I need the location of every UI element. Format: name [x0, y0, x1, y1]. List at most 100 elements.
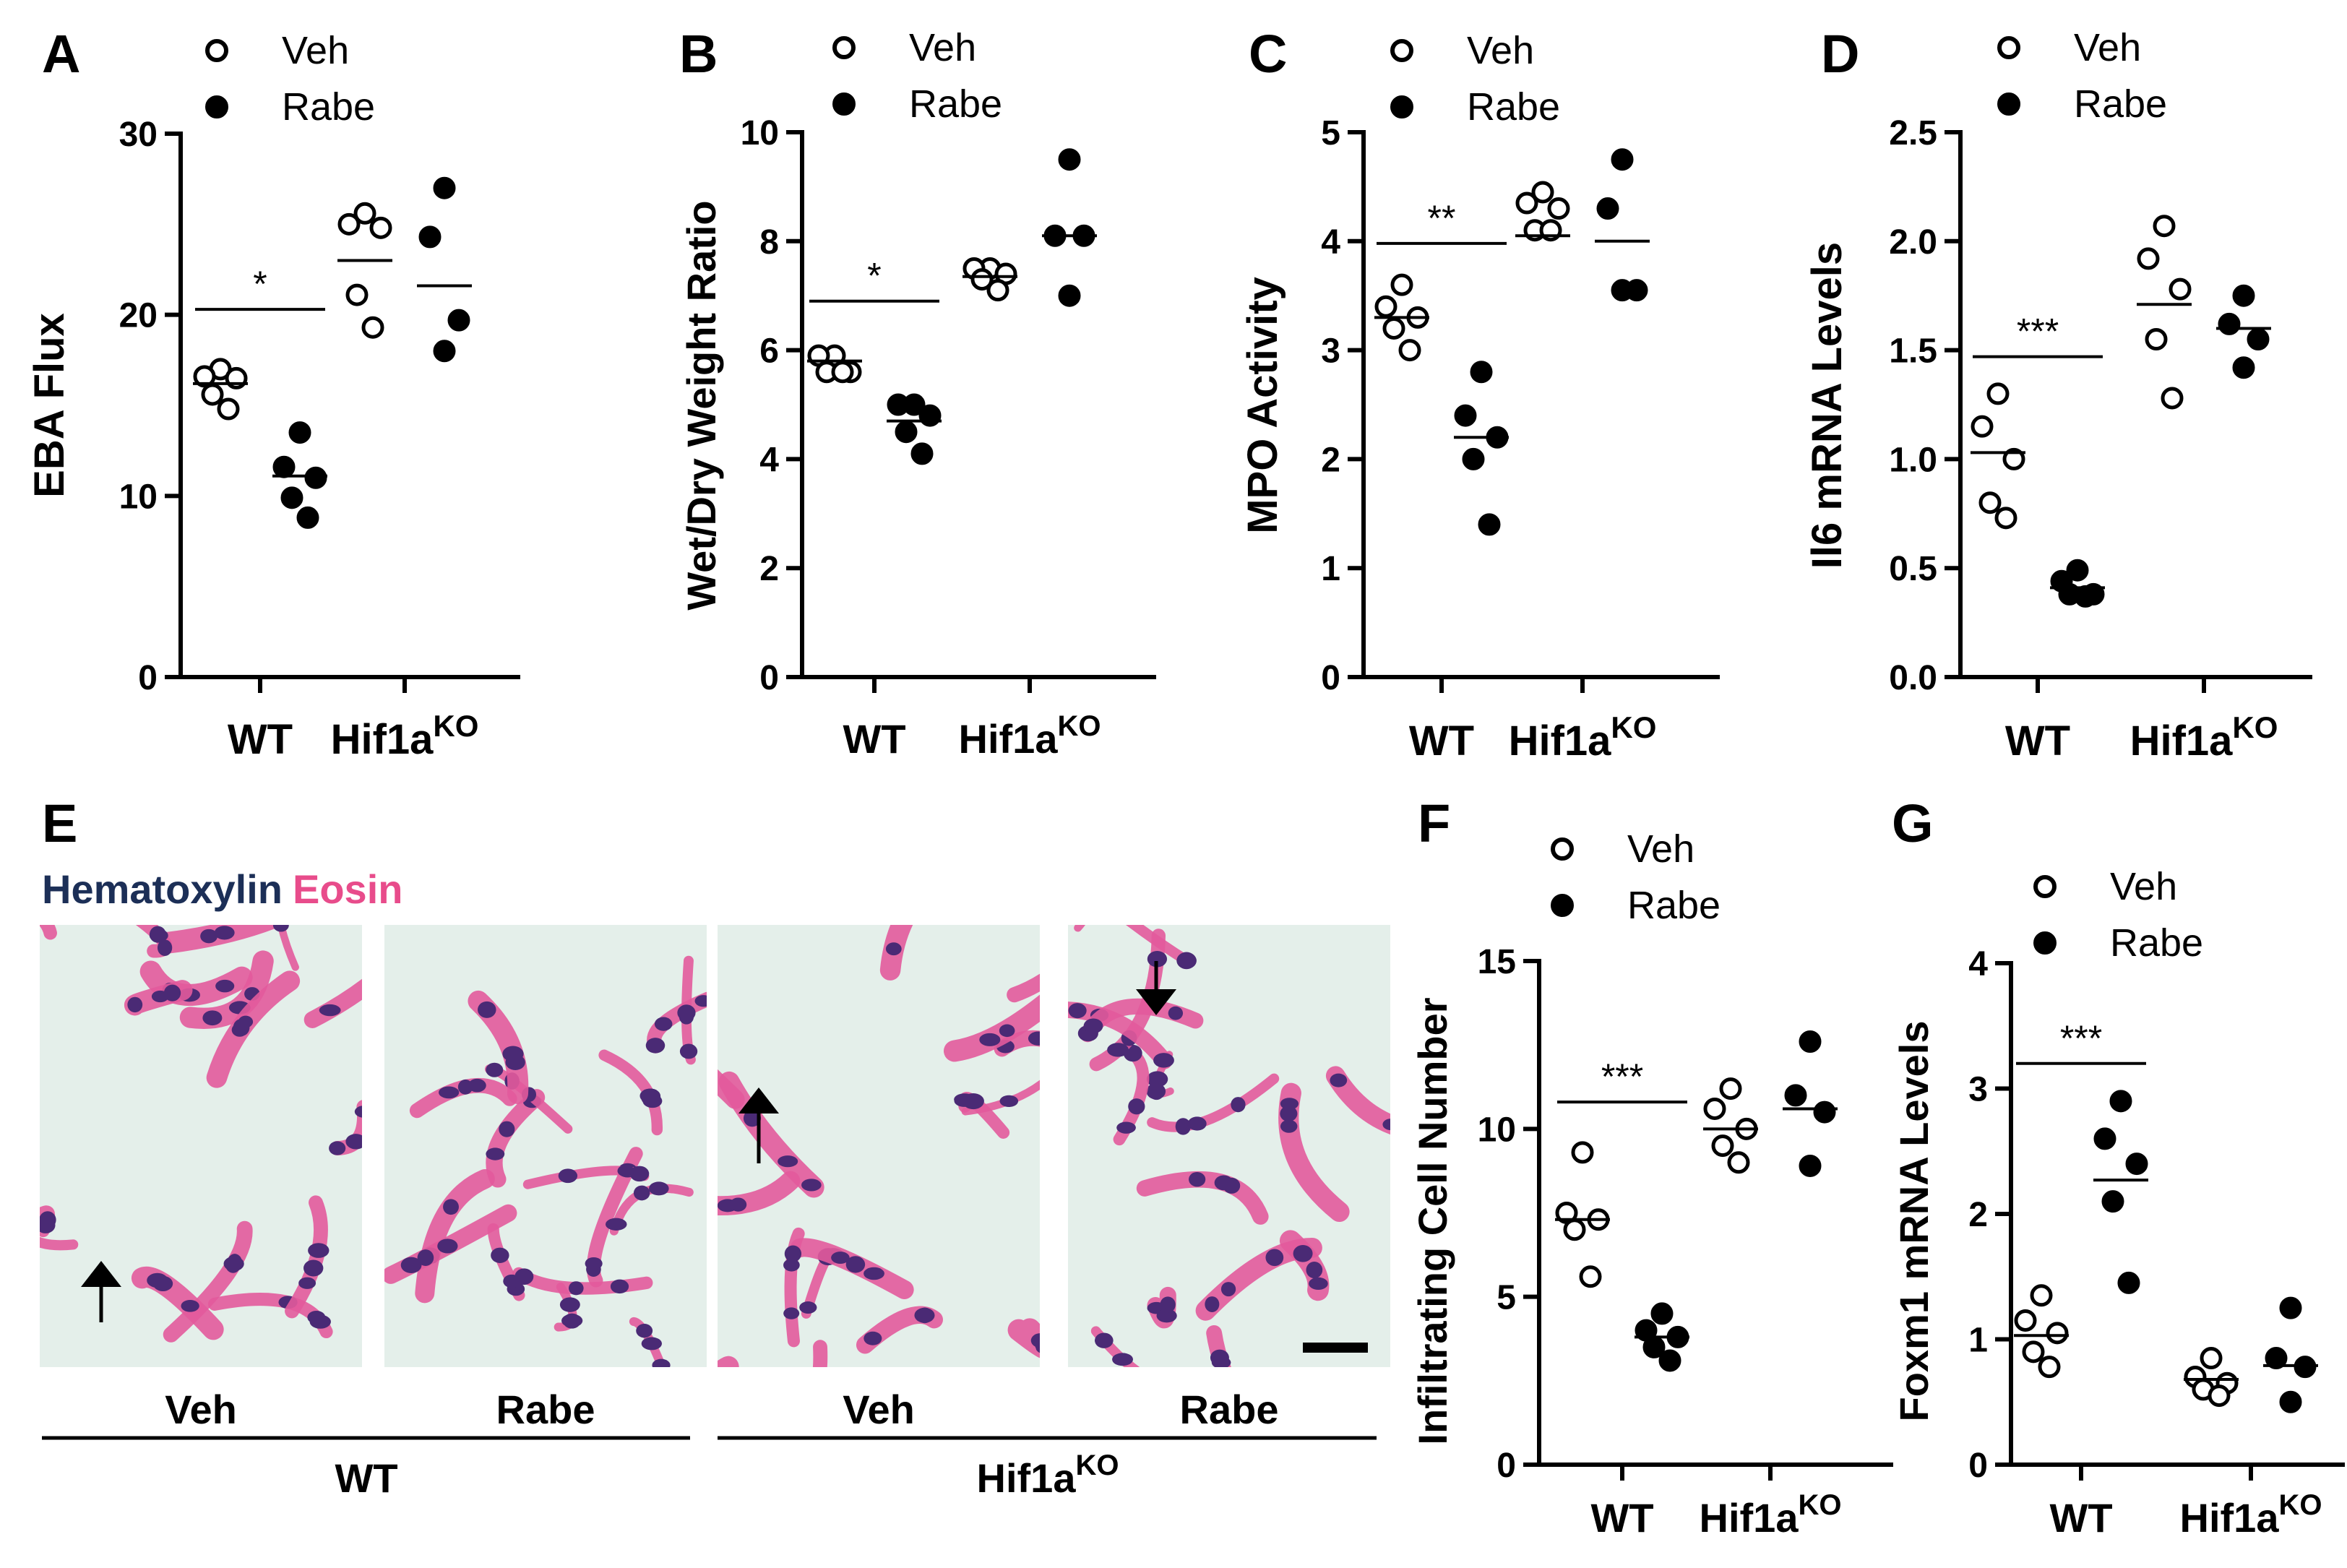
series-hif1ako-veh — [337, 202, 392, 339]
data-point — [1813, 1100, 1836, 1124]
y-tick-label: 3 — [1968, 1071, 1988, 1109]
data-point — [2161, 387, 2184, 410]
data-point — [910, 442, 934, 465]
nucleus — [10, 1204, 27, 1216]
image-label: Rabe — [496, 1387, 595, 1432]
data-point — [2218, 312, 2241, 335]
nucleus — [307, 1310, 326, 1324]
eosin-strand — [40, 925, 57, 940]
panel-letter: C — [1249, 24, 1287, 84]
data-point — [1398, 339, 1421, 362]
series-hif1ako-rabe — [417, 176, 472, 363]
nucleus — [804, 1381, 821, 1394]
nucleus — [1146, 1083, 1166, 1100]
y-tick-label: 10 — [119, 478, 158, 516]
nucleus — [610, 1279, 629, 1294]
x-group-label: Hif1aKO — [1700, 1489, 1842, 1541]
nucleus — [12, 1223, 30, 1236]
nucleus — [715, 1377, 736, 1390]
data-point — [1971, 415, 1994, 438]
legend-label: Rabe — [1467, 85, 1560, 129]
nucleus — [1068, 1003, 1087, 1019]
data-point — [1727, 1151, 1750, 1174]
data-point — [2046, 1322, 2069, 1345]
y-tick-label: 2 — [1321, 441, 1340, 479]
data-point — [433, 176, 456, 199]
nucleus — [1189, 1171, 1206, 1187]
eosin-strand — [40, 1236, 79, 1251]
nucleus — [641, 1337, 662, 1351]
nucleus — [1231, 1097, 1246, 1113]
data-point — [2014, 1309, 2037, 1332]
nucleus — [645, 1038, 666, 1054]
y-tick-label: 0.0 — [1889, 659, 1937, 697]
nucleus — [270, 837, 289, 849]
x-group-label-sup: KO — [1057, 710, 1101, 742]
data-point — [1515, 191, 1538, 215]
data-point — [2247, 328, 2270, 351]
legend-label: Veh — [282, 29, 349, 72]
nucleus — [784, 1245, 802, 1262]
nucleus — [1176, 952, 1197, 969]
panel-letter: F — [1418, 793, 1450, 853]
nucleus — [437, 1239, 458, 1254]
nucleus — [233, 1019, 250, 1036]
data-point — [1579, 1265, 1602, 1288]
data-point — [1994, 507, 2017, 530]
histology-background — [384, 925, 707, 1367]
x-group-label: WT — [843, 716, 905, 762]
eosin-strand — [1007, 973, 1040, 1003]
arrow-icon — [81, 1261, 121, 1287]
x-group-label-sup: KO — [2278, 1489, 2322, 1521]
tissue-strands — [10, 837, 362, 1343]
eosin-strand — [784, 1227, 805, 1348]
nucleus — [443, 1199, 459, 1215]
arrow-icon — [1136, 989, 1176, 1015]
series-hif1ako-veh — [1703, 1077, 1758, 1174]
data-point — [272, 455, 296, 478]
nucleus — [1382, 1119, 1390, 1131]
y-tick-label: 1 — [1321, 550, 1340, 588]
nucleus — [799, 1301, 817, 1314]
panel-letter: D — [1821, 24, 1859, 84]
legend-label: Veh — [909, 26, 976, 69]
nucleus — [1160, 1296, 1176, 1313]
x-group-label: Hif1aKO — [2130, 710, 2278, 764]
data-point — [2265, 1347, 2288, 1370]
y-tick-label: 30 — [119, 116, 158, 154]
data-point — [895, 421, 918, 444]
nucleus — [1128, 1098, 1145, 1115]
x-group-label: WT — [228, 716, 293, 763]
data-point — [447, 309, 470, 332]
nucleus — [272, 925, 289, 932]
data-point — [1978, 491, 2002, 514]
data-point — [2200, 1347, 2223, 1370]
nucleus — [999, 1024, 1015, 1038]
legend: Veh Rabe — [1997, 26, 2167, 126]
legend-open-marker — [1390, 39, 1413, 62]
series-hif1ako-veh — [963, 257, 1017, 302]
x-group-label-sup: KO — [1798, 1489, 1841, 1521]
eosin-strand — [486, 1089, 546, 1188]
legend: Veh Rabe — [205, 29, 375, 129]
legend: Veh Rabe — [2033, 865, 2203, 965]
nucleus — [149, 929, 168, 942]
data-point — [831, 361, 854, 384]
nucleus — [215, 979, 235, 993]
eosin-strand — [598, 1049, 663, 1136]
eosin-strand — [158, 925, 285, 954]
nucleus — [1218, 1374, 1238, 1387]
nucleus — [1280, 1106, 1298, 1122]
y-axis-label: Il6 mRNA Levels — [1804, 242, 1851, 569]
y-tick-label: 2.0 — [1889, 223, 1937, 262]
x-group-label: Hif1aKO — [1509, 710, 1657, 764]
data-point — [2066, 559, 2089, 582]
nucleus — [1145, 1373, 1163, 1390]
eosin-strand — [415, 1168, 495, 1304]
nucleus — [636, 1324, 653, 1338]
series-hif1ako-veh — [2137, 215, 2192, 410]
series-wt-veh — [807, 344, 862, 384]
significance-stars: *** — [1601, 1056, 1643, 1097]
eosin-strand — [1206, 1324, 1231, 1367]
nucleus — [354, 1106, 362, 1118]
